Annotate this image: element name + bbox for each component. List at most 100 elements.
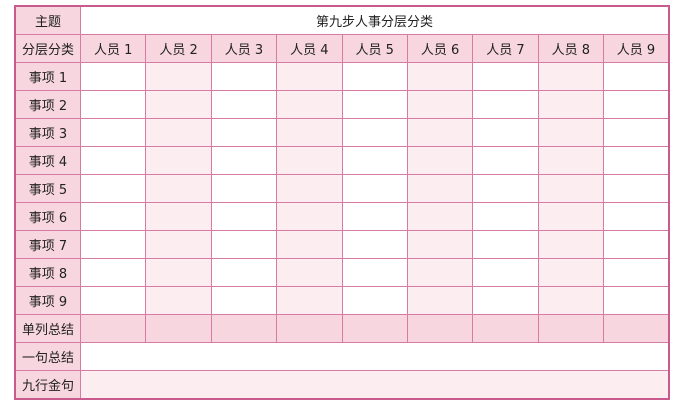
grid-cell[interactable] [210,286,278,315]
grid-cell[interactable] [276,62,343,91]
grid-cell[interactable] [341,90,408,119]
grid-cell[interactable] [406,174,474,203]
grid-cell[interactable] [210,90,278,119]
grid-cell[interactable] [537,286,605,315]
grid-cell[interactable] [276,146,343,175]
grid-cell[interactable] [341,146,408,175]
column-summary-cell[interactable] [603,314,670,343]
grid-cell[interactable] [210,258,278,287]
grid-cell[interactable] [603,62,670,91]
grid-cell[interactable] [145,174,212,203]
grid-cell[interactable] [603,286,670,315]
grid-cell[interactable] [276,258,343,287]
grid-cell[interactable] [276,286,343,315]
item-label: 事项 8 [14,258,81,287]
grid-cell[interactable] [537,146,605,175]
grid-cell[interactable] [603,258,670,287]
grid-cell[interactable] [210,118,278,147]
grid-cell[interactable] [276,174,343,203]
sentence-summary-cell[interactable] [80,342,670,371]
grid-cell[interactable] [145,90,212,119]
column-summary-cell[interactable] [341,314,408,343]
grid-cell[interactable] [406,146,474,175]
grid-cell[interactable] [210,146,278,175]
grid-cell[interactable] [472,146,539,175]
grid-cell[interactable] [145,62,212,91]
item-label: 事项 6 [14,202,81,231]
grid-cell[interactable] [79,286,147,315]
grid-cell[interactable] [406,118,474,147]
grid-cell[interactable] [537,202,605,231]
grid-cell[interactable] [406,90,474,119]
grid-cell[interactable] [341,258,408,287]
grid-cell[interactable] [79,62,147,91]
grid-cell[interactable] [406,202,474,231]
column-summary-cell[interactable] [145,314,212,343]
grid-cell[interactable] [472,174,539,203]
grid-cell[interactable] [472,118,539,147]
grid-cell[interactable] [276,202,343,231]
grid-cell[interactable] [406,286,474,315]
grid-cell[interactable] [145,146,212,175]
grid-cell[interactable] [537,230,605,259]
column-summary-cell[interactable] [406,314,474,343]
grid-cell[interactable] [472,62,539,91]
grid-cell[interactable] [145,118,212,147]
grid-cell[interactable] [603,90,670,119]
grid-cell[interactable] [145,230,212,259]
grid-cell[interactable] [276,118,343,147]
person-header: 人员 6 [406,34,474,63]
grid-cell[interactable] [276,90,343,119]
column-summary-cell[interactable] [537,314,605,343]
grid-cell[interactable] [406,62,474,91]
grid-cell[interactable] [406,258,474,287]
grid-cell[interactable] [472,90,539,119]
grid-cell[interactable] [472,286,539,315]
grid-cell[interactable] [79,202,147,231]
column-summary-cell[interactable] [210,314,278,343]
grid-cell[interactable] [145,258,212,287]
grid-cell[interactable] [276,230,343,259]
grid-cell[interactable] [79,146,147,175]
column-summary-cell[interactable] [276,314,343,343]
grid-cell[interactable] [341,202,408,231]
person-header: 人员 9 [603,34,670,63]
grid-cell[interactable] [537,118,605,147]
grid-cell[interactable] [341,286,408,315]
grid-cell[interactable] [537,90,605,119]
sentence-summary-row: 一句总结 [14,342,670,371]
grid-cell[interactable] [472,230,539,259]
column-summary-cell[interactable] [79,314,147,343]
grid-cell[interactable] [79,230,147,259]
grid-cell[interactable] [341,118,408,147]
table-row: 事项 5 [14,174,670,203]
grid-cell[interactable] [341,174,408,203]
grid-cell[interactable] [79,174,147,203]
grid-cell[interactable] [472,202,539,231]
grid-cell[interactable] [406,230,474,259]
grid-cell[interactable] [210,230,278,259]
grid-cell[interactable] [341,230,408,259]
grid-cell[interactable] [79,118,147,147]
grid-cell[interactable] [145,286,212,315]
grid-cell[interactable] [537,174,605,203]
grid-cell[interactable] [210,62,278,91]
grid-cell[interactable] [341,62,408,91]
column-summary-cell[interactable] [472,314,539,343]
grid-cell[interactable] [145,202,212,231]
grid-cell[interactable] [210,202,278,231]
grid-cell[interactable] [537,258,605,287]
grid-cell[interactable] [537,62,605,91]
grid-cell[interactable] [210,174,278,203]
golden-line-label: 九行金句 [14,370,81,400]
person-header: 人员 2 [145,34,212,63]
grid-cell[interactable] [603,118,670,147]
grid-cell[interactable] [472,258,539,287]
golden-line-cell[interactable] [80,370,670,400]
grid-cell[interactable] [79,90,147,119]
grid-cell[interactable] [603,230,670,259]
grid-cell[interactable] [603,174,670,203]
grid-cell[interactable] [79,258,147,287]
grid-cell[interactable] [603,202,670,231]
grid-cell[interactable] [603,146,670,175]
